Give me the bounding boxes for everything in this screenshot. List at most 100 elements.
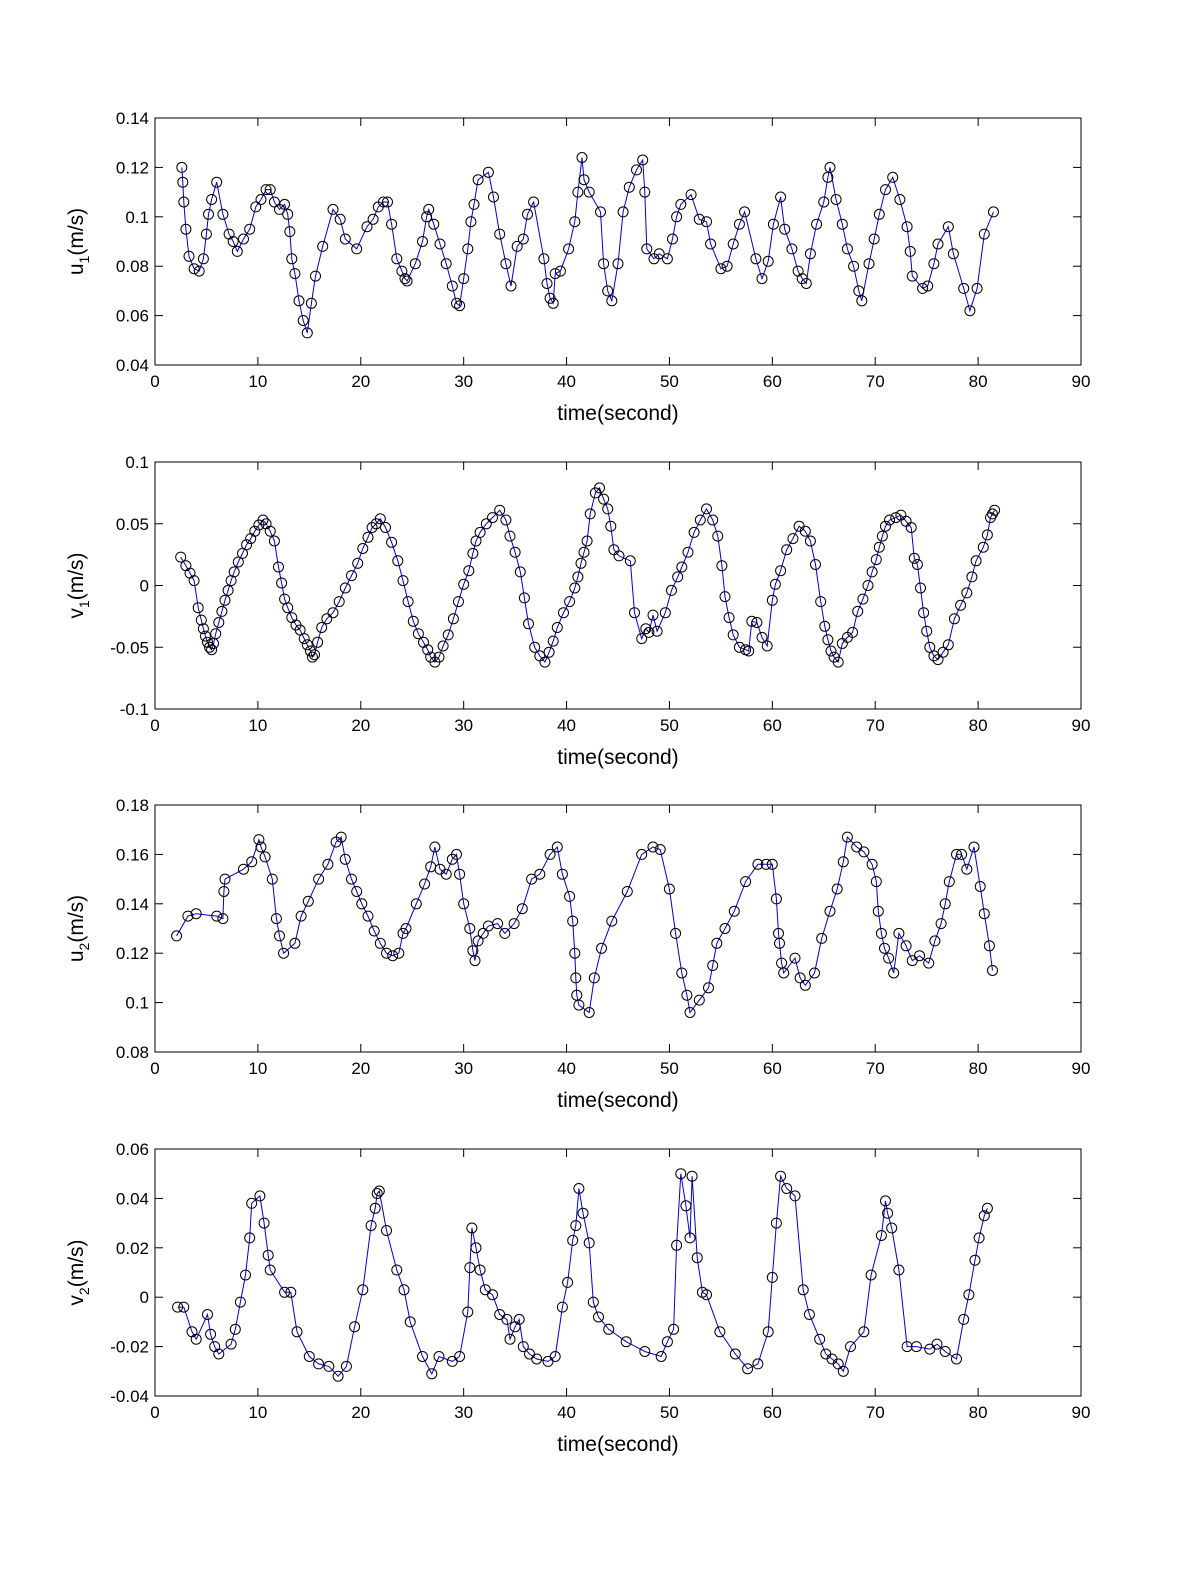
data-point xyxy=(578,546,590,558)
data-point xyxy=(564,596,576,608)
data-point xyxy=(847,626,859,638)
data-point xyxy=(939,898,951,910)
data-point xyxy=(564,890,576,902)
data-point xyxy=(931,1338,943,1350)
data-point xyxy=(554,265,566,277)
data-point xyxy=(264,184,276,196)
data-point xyxy=(386,218,398,230)
data-point xyxy=(386,536,398,548)
data-point xyxy=(716,560,728,572)
data-point xyxy=(204,641,215,653)
plot-area-u1 xyxy=(154,117,1082,366)
data-point xyxy=(509,546,521,558)
data-point xyxy=(910,1341,922,1353)
data-point xyxy=(968,841,980,853)
data-point xyxy=(327,203,339,215)
data-point xyxy=(246,1197,258,1209)
xtick-label: 0 xyxy=(150,716,159,735)
data-point xyxy=(766,858,778,870)
data-point xyxy=(417,1351,428,1362)
data-point xyxy=(937,646,949,658)
data-point xyxy=(477,927,489,939)
data-point xyxy=(421,211,433,223)
data-point xyxy=(426,1368,438,1380)
data-point xyxy=(778,967,790,979)
data-point xyxy=(595,206,606,218)
data-point xyxy=(875,927,887,939)
data-point xyxy=(365,1220,377,1232)
series-line-v1 xyxy=(180,486,996,664)
data-point xyxy=(474,1264,486,1276)
data-point xyxy=(856,295,868,307)
data-point xyxy=(694,514,706,526)
data-point xyxy=(213,1348,225,1360)
xlabel-u2: time(second) xyxy=(557,1089,678,1112)
xtick-label: 30 xyxy=(454,1403,473,1422)
data-point xyxy=(577,1207,589,1219)
data-point xyxy=(282,208,294,220)
data-point xyxy=(742,1363,754,1375)
data-point xyxy=(253,834,265,846)
ytick-label: -0.02 xyxy=(110,1338,149,1357)
data-point xyxy=(531,1353,543,1365)
data-point xyxy=(810,559,821,570)
xlabel-v1: time(second) xyxy=(557,746,678,769)
data-point xyxy=(879,942,890,954)
data-point xyxy=(775,1170,787,1182)
data-point xyxy=(636,633,648,645)
data-point xyxy=(434,238,446,250)
data-point xyxy=(268,196,280,208)
data-point xyxy=(921,625,933,637)
xtick-label: 40 xyxy=(557,1059,576,1078)
data-point xyxy=(857,593,869,605)
data-point xyxy=(893,927,905,939)
xtick-label: 70 xyxy=(866,716,885,735)
data-point xyxy=(487,1289,498,1301)
data-point xyxy=(351,243,363,255)
data-point xyxy=(639,186,651,198)
data-point xyxy=(593,1311,604,1323)
data-point xyxy=(951,1353,962,1365)
data-point xyxy=(663,883,675,895)
data-point xyxy=(206,644,218,656)
data-point xyxy=(492,918,504,930)
data-point xyxy=(518,592,530,604)
data-point xyxy=(541,278,553,289)
data-point xyxy=(904,245,916,257)
data-point xyxy=(914,950,925,962)
data-point xyxy=(701,216,712,228)
data-point xyxy=(890,512,902,524)
data-point xyxy=(446,280,458,292)
data-point xyxy=(963,1289,975,1301)
data-point xyxy=(929,935,941,947)
data-point xyxy=(177,176,189,188)
data-point xyxy=(374,513,386,525)
data-point xyxy=(517,233,529,245)
data-point xyxy=(442,629,454,641)
data-point xyxy=(888,967,900,979)
data-point xyxy=(466,1222,478,1234)
data-point xyxy=(255,194,267,205)
data-point xyxy=(327,607,339,619)
data-point xyxy=(569,216,581,228)
data-point xyxy=(387,950,399,962)
data-point xyxy=(712,530,724,542)
data-point xyxy=(404,1316,416,1328)
data-point xyxy=(675,1168,687,1180)
data-point xyxy=(948,613,960,625)
data-point xyxy=(739,206,751,218)
data-point xyxy=(270,913,282,925)
data-point xyxy=(762,255,774,267)
data-point xyxy=(836,218,848,230)
data-point xyxy=(423,203,435,215)
data-point xyxy=(183,250,195,262)
data-point xyxy=(549,1351,561,1362)
data-point xyxy=(178,1301,190,1313)
data-point xyxy=(409,258,421,270)
data-point xyxy=(587,1296,599,1308)
data-point xyxy=(594,482,605,494)
data-point xyxy=(399,273,411,285)
data-point xyxy=(422,644,434,656)
xtick-label: 30 xyxy=(454,716,473,735)
data-point xyxy=(684,1007,696,1018)
